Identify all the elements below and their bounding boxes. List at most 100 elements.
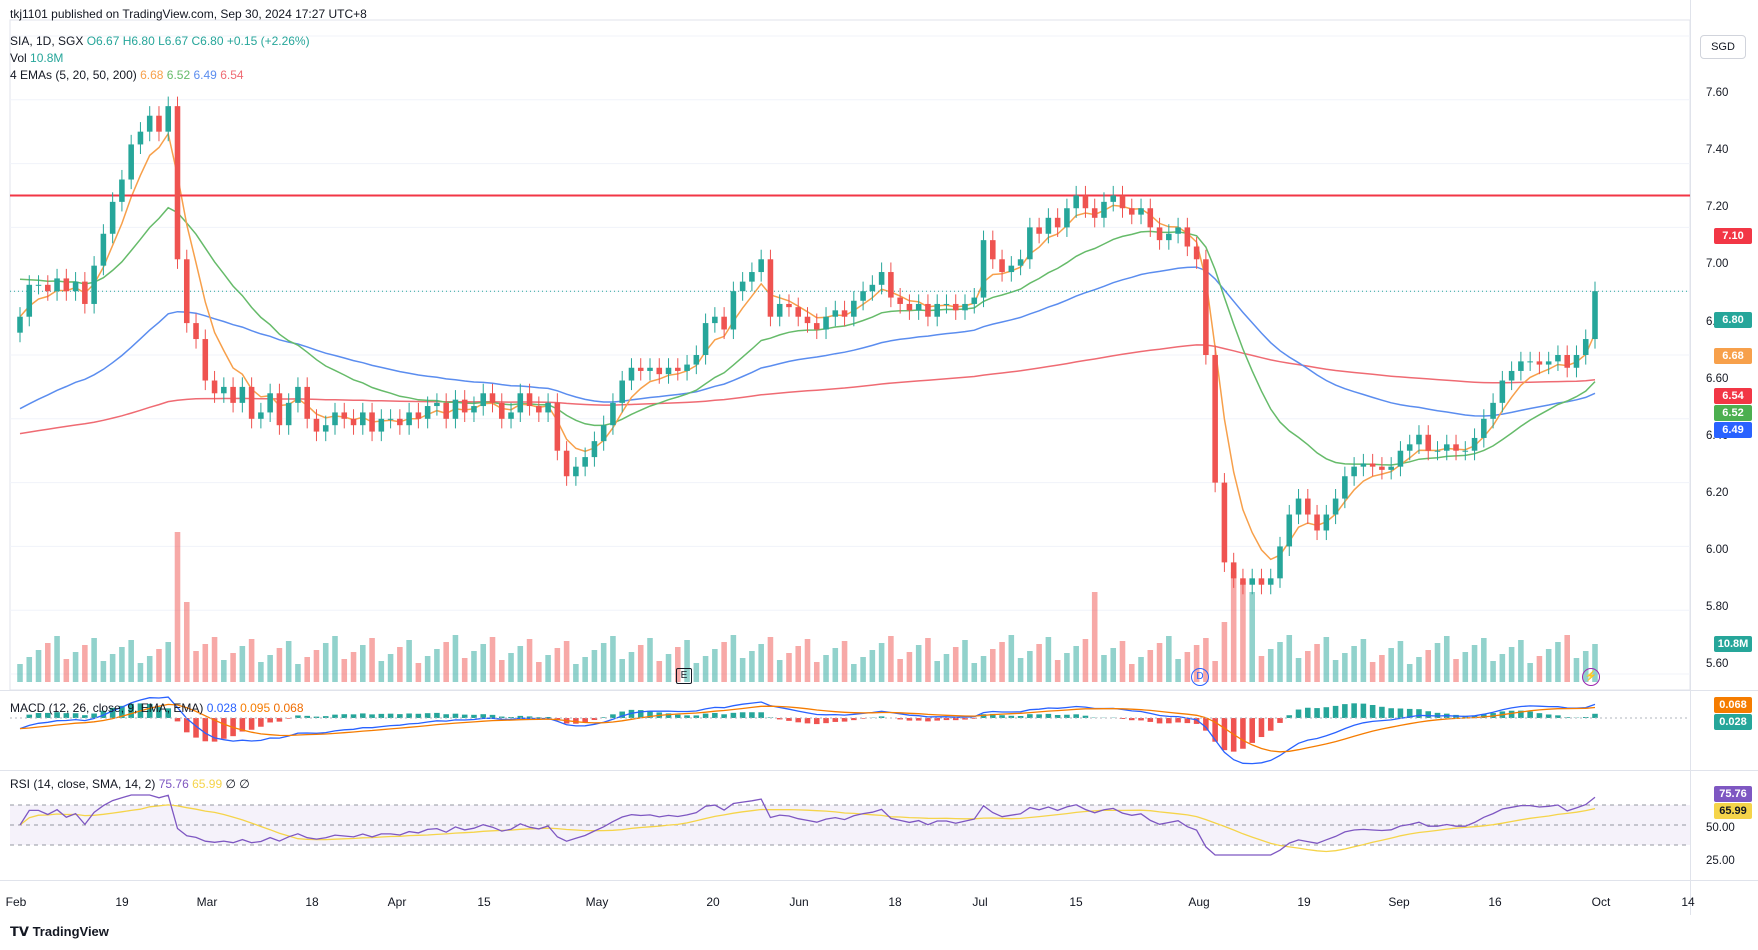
volume-bar [165,642,171,682]
price-tick: 7.40 [1706,144,1728,156]
candle [1333,499,1339,515]
x-tick: Sep [1388,895,1409,909]
volume-bar [91,638,97,682]
macd-value: 0.028 [207,701,237,715]
volume-bar [1231,572,1237,682]
candle [249,387,255,419]
volume-bar [258,662,264,682]
earnings-marker[interactable]: E [676,668,692,684]
volume-bar [240,646,246,682]
volume-bar [1361,639,1367,682]
candle [1073,195,1079,208]
flash-marker[interactable]: ⚡ [1582,668,1600,686]
volume-bar [795,646,801,682]
volume-legend: Vol 10.8M [10,51,63,65]
candle [332,412,338,425]
macd-hist-bar [1175,718,1181,722]
volume-bar [119,647,125,682]
volume-bar [1009,635,1015,682]
macd-hist-bar [703,714,709,718]
macd-hist-bar [453,714,459,718]
price-tick: 5.60 [1706,658,1728,670]
ema50-value: 6.49 [193,68,216,82]
candle [694,355,700,365]
candle [833,310,839,316]
volume-bar [36,650,42,682]
volume-bar [647,638,653,682]
rsi-ma-badge: 65.99 [1714,803,1752,819]
macd-hist-bar [610,714,616,718]
volume-bar [1555,642,1561,682]
x-tick: 19 [115,895,128,909]
macd-hist-bar [1592,714,1598,718]
volume-bar [1379,655,1385,682]
volume-bar [286,641,292,682]
symbol-name[interactable]: SIA, 1D, SGX [10,34,83,48]
macd-hist-bar [1416,709,1422,718]
volume-bar [545,655,551,682]
volume-bar [703,656,709,682]
candle [1490,403,1496,419]
x-tick: Jul [972,895,987,909]
volume-bar [351,652,357,682]
volume-bar [944,654,950,682]
volume-bar [1175,659,1181,682]
volume-bar [629,652,635,682]
volume-bar [1148,650,1154,682]
candle [156,116,162,132]
candle [1092,208,1098,218]
candle [286,403,292,425]
rsi-label[interactable]: RSI (14, close, SMA, 14, 2) [10,777,155,791]
volume-bar [26,657,32,682]
volume-value: 10.8M [30,51,63,65]
candle [823,317,829,330]
volume-bar [45,643,51,682]
ema-label[interactable]: 4 EMAs (5, 20, 50, 200) [10,68,137,82]
volume-bar [388,654,394,682]
macd-hist-bar [1277,718,1283,723]
volume-bar [314,650,320,682]
candle [1379,467,1385,470]
candle [1583,339,1589,355]
macd-hist-bar [1157,718,1163,723]
volume-bar [842,641,848,682]
candle [1268,578,1274,584]
macd-legend: MACD (12, 26, close, 9, EMA, EMA) 0.028 … [10,701,304,715]
candle [1453,444,1459,450]
volume-bar [1416,657,1422,682]
volume-bar [777,660,783,682]
candle [1222,483,1228,563]
candle [45,285,51,291]
candle [1518,361,1524,371]
macd-hist-bar [277,718,283,722]
volume-bar [666,654,672,682]
candle [610,403,616,425]
candle [870,285,876,291]
volume-bar [823,655,829,682]
macd-hist-bar [462,715,468,718]
candle [971,298,977,304]
candle [73,282,79,292]
candle [221,387,227,393]
candle [17,317,23,333]
candle [64,278,70,291]
currency-button[interactable]: SGD [1700,35,1746,59]
volume-bar [1212,661,1218,682]
volume-bar [990,649,996,682]
dividend-marker[interactable]: D [1191,668,1209,686]
macd-hist-bar [379,714,385,718]
macd-hist-bar [1259,718,1265,737]
macd-hist-bar [1249,718,1255,743]
volume-bar [1509,647,1515,682]
volume-bar [731,635,737,682]
tv-logo-icon: 𝗧𝗩 [10,924,29,939]
volume-bar [17,664,23,682]
volume-bar [1064,653,1070,682]
volume-bar [925,638,931,682]
volume-label[interactable]: Vol [10,51,27,65]
macd-label[interactable]: MACD (12, 26, close, 9, EMA, EMA) [10,701,203,715]
ema5-badge: 6.68 [1714,348,1752,364]
tradingview-logo: 𝗧𝗩 TradingView [10,924,109,940]
volume-bar [397,647,403,682]
